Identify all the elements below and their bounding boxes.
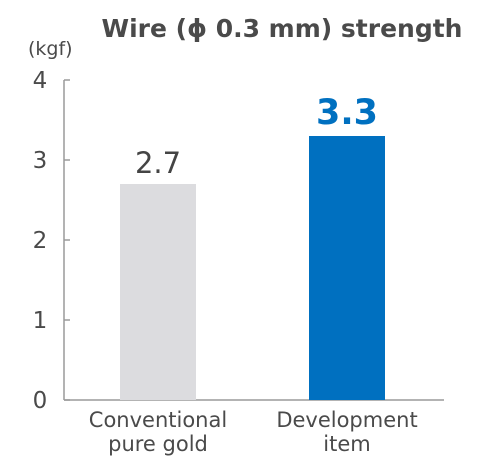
bars [120,136,385,400]
bar-value-label: 2.7 [135,146,181,180]
y-tick-label: 0 [33,388,48,414]
x-category-label: Development [276,408,417,432]
y-tick-label: 4 [33,68,48,94]
x-category-label: Conventional [89,408,227,432]
x-category-label: item [323,432,370,456]
y-tick-label: 3 [33,148,48,174]
data-labels: 2.7 3.3 [135,93,378,180]
bar [120,184,196,400]
y-axis-unit-label: (kgf) [28,38,73,60]
x-category-label: pure gold [108,432,208,456]
bar-value-label: 3.3 [316,93,378,133]
y-tick-label: 2 [33,228,48,254]
chart-title: Wire (ϕ 0.3 mm) strength [102,14,463,43]
y-tick-label: 1 [33,308,48,334]
y-axis-ticks: 0 1 2 3 4 [33,68,70,414]
bar [309,136,385,400]
